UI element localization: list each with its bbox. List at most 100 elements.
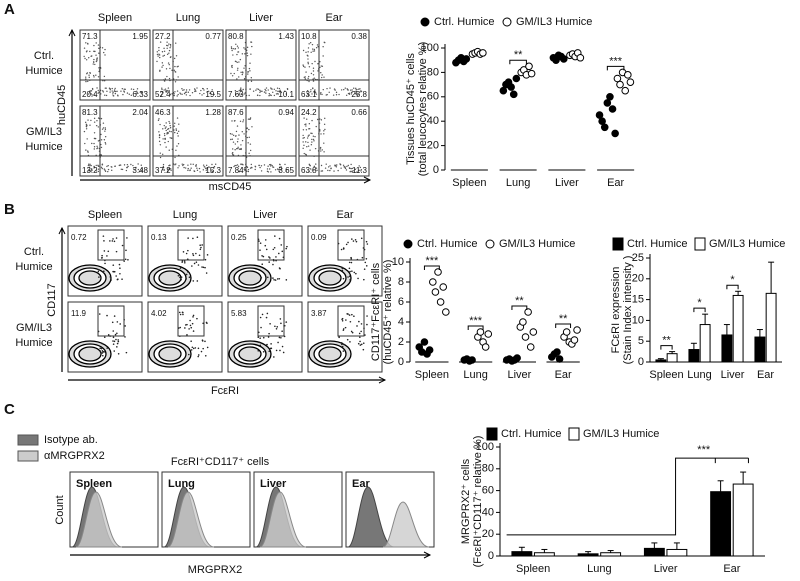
- flow-event: [103, 240, 105, 242]
- flow-event: [90, 168, 93, 171]
- bar: [666, 353, 678, 363]
- flow-event: [180, 276, 183, 278]
- data-point: [439, 283, 448, 291]
- flow-event: [166, 44, 168, 47]
- flow-event: [182, 313, 184, 316]
- flow-event: [303, 144, 305, 147]
- flow-event: [171, 69, 173, 71]
- flow-event: [190, 340, 192, 342]
- flow-event: [251, 126, 253, 128]
- flow-event: [112, 93, 114, 95]
- density-contour: [158, 270, 182, 286]
- flow-event: [88, 57, 90, 59]
- data-point: [436, 298, 445, 306]
- flow-event: [264, 88, 266, 91]
- flow-event: [314, 89, 316, 91]
- flow-event: [162, 166, 165, 169]
- flow-event: [104, 127, 107, 129]
- flow-event: [197, 347, 200, 350]
- flow-event: [347, 241, 349, 244]
- flow-event: [166, 75, 168, 78]
- flow-event: [104, 130, 106, 132]
- flow-event: [319, 66, 321, 69]
- flow-event: [130, 163, 132, 166]
- legend-swatch: [17, 434, 39, 446]
- flow-event: [307, 63, 309, 65]
- flow-event: [244, 167, 246, 169]
- flow-event: [125, 249, 127, 252]
- flow-event: [113, 89, 116, 91]
- flow-event: [306, 118, 308, 120]
- flow-event: [201, 244, 203, 246]
- flow-event: [101, 163, 104, 165]
- flow-event: [321, 149, 324, 151]
- flow-event: [237, 138, 239, 140]
- flow-event: [169, 137, 171, 139]
- flow-event: [102, 235, 105, 237]
- significance-label: **: [514, 49, 523, 61]
- flow-event: [174, 91, 176, 93]
- quadrant-percent: 6.33: [132, 90, 148, 99]
- flow-event: [169, 122, 171, 124]
- flow-event: [341, 266, 344, 269]
- flow-event: [98, 67, 100, 69]
- flow-event: [229, 133, 232, 135]
- flow-event: [89, 71, 91, 74]
- data-point: [525, 62, 533, 71]
- flow-event: [111, 90, 113, 92]
- flow-event: [241, 166, 243, 169]
- flow-event: [302, 129, 305, 131]
- flow-event: [113, 90, 115, 93]
- flow-event: [112, 91, 114, 94]
- flow-event: [96, 87, 98, 89]
- flow-event: [100, 117, 103, 120]
- x-tick-label: Lung: [463, 369, 487, 381]
- flow-event: [161, 62, 164, 64]
- density-contour: [78, 270, 102, 286]
- flow-event: [132, 164, 134, 167]
- flow-event: [249, 117, 252, 119]
- flow-event: [158, 118, 160, 120]
- flow-event: [96, 147, 99, 149]
- flow-event: [109, 240, 111, 242]
- flow-event: [88, 167, 91, 169]
- flow-event: [320, 170, 322, 172]
- flow-event: [235, 164, 237, 167]
- flow-event: [332, 94, 335, 96]
- data-point: [484, 330, 493, 338]
- y-tick-label: 60: [427, 91, 439, 103]
- flow-event: [309, 42, 312, 44]
- flow-event: [329, 87, 331, 89]
- flow-event: [165, 68, 168, 70]
- flow-event: [190, 167, 192, 169]
- flow-event: [357, 277, 359, 280]
- flow-event: [355, 89, 357, 91]
- flow-event: [185, 252, 188, 255]
- flow-event: [168, 43, 170, 45]
- flow-event: [156, 60, 158, 63]
- flow-event: [238, 61, 240, 63]
- flow-event: [259, 91, 261, 93]
- flow-event: [159, 41, 162, 43]
- flow-event: [106, 165, 108, 168]
- flow-event: [213, 93, 215, 96]
- flow-event: [161, 88, 163, 91]
- y-axis-label: MRGPRX2⁺ cells: [460, 458, 472, 544]
- flow-event: [248, 136, 250, 139]
- flow-event: [90, 170, 92, 172]
- flow-event: [235, 93, 237, 96]
- flow-event: [173, 93, 175, 95]
- flow-event: [343, 166, 346, 168]
- flow-event: [116, 346, 118, 348]
- flow-event: [342, 329, 345, 331]
- flow-event: [354, 93, 357, 95]
- flow-event: [199, 244, 201, 247]
- flow-event: [302, 64, 304, 66]
- flow-event: [232, 141, 235, 143]
- flow-event: [165, 146, 167, 148]
- flow-event: [140, 170, 143, 172]
- flow-event: [278, 90, 280, 93]
- flow-event: [340, 89, 343, 91]
- panel-letter: C: [4, 401, 15, 418]
- flow-event: [104, 48, 106, 51]
